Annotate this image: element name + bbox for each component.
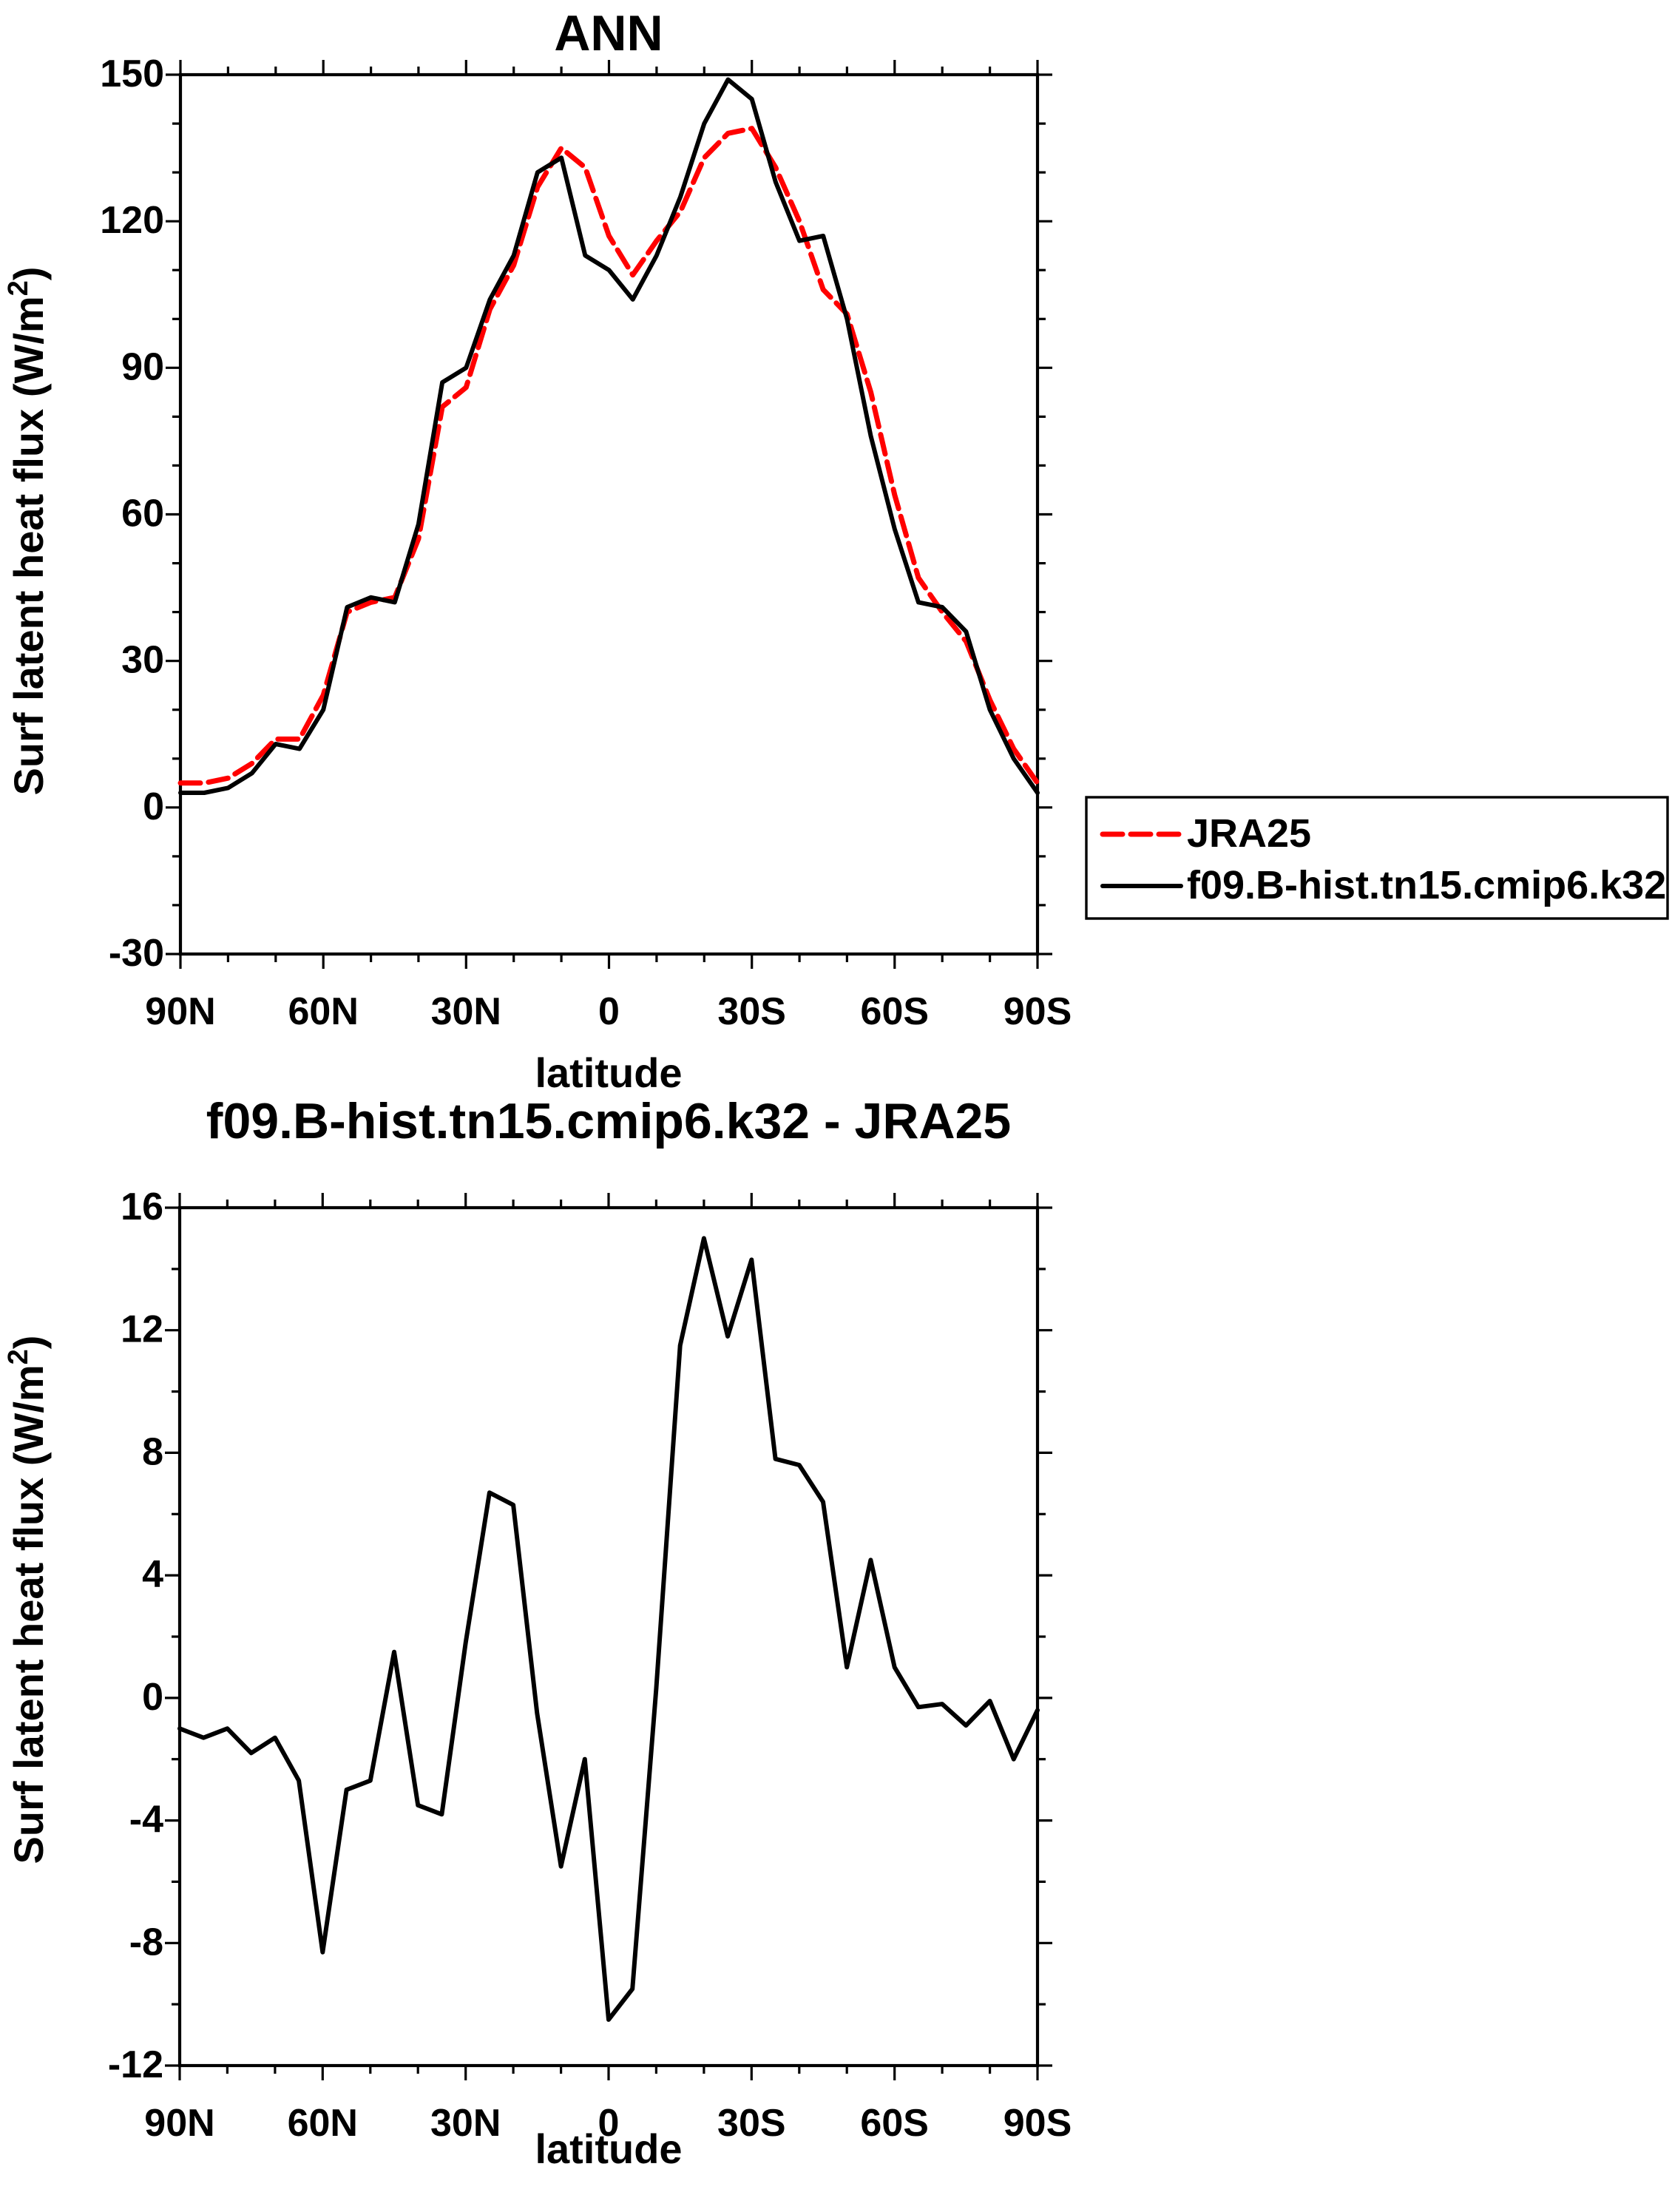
svg-text:0: 0 [598,990,620,1033]
svg-text:60: 60 [121,493,164,535]
svg-text:f09.B-hist.tn15.cmip6.k32 - JR: f09.B-hist.tn15.cmip6.k32 - JRA25 [206,1093,1011,1149]
svg-text:60N: 60N [288,990,358,1033]
svg-text:30N: 30N [431,990,501,1033]
svg-text:f09.B-hist.tn15.cmip6.k32: f09.B-hist.tn15.cmip6.k32 [1187,863,1666,907]
svg-text:12: 12 [121,1308,163,1351]
svg-text:0: 0 [143,785,164,828]
svg-text:-4: -4 [129,1799,163,1841]
svg-text:60N: 60N [288,2102,358,2145]
svg-text:60S: 60S [861,990,930,1033]
svg-text:90N: 90N [145,990,215,1033]
svg-text:0: 0 [142,1676,163,1719]
svg-text:8: 8 [142,1430,163,1473]
svg-text:ANN: ANN [554,5,663,61]
svg-text:90S: 90S [1003,990,1072,1033]
svg-text:30S: 30S [717,2102,786,2145]
svg-text:-12: -12 [108,2043,163,2086]
svg-text:latitude: latitude [535,2125,682,2172]
svg-text:4: 4 [142,1553,163,1596]
svg-text:60S: 60S [860,2102,929,2145]
svg-text:-8: -8 [129,1921,163,1964]
svg-text:-30: -30 [109,932,164,975]
svg-text:120: 120 [100,199,164,242]
svg-text:90: 90 [121,345,164,388]
svg-text:JRA25: JRA25 [1187,811,1311,856]
svg-text:Surf latent heat flux (W/m2): Surf latent heat flux (W/m2) [3,1336,52,1864]
svg-text:30S: 30S [717,990,786,1033]
svg-text:90N: 90N [144,2102,214,2145]
svg-text:latitude: latitude [535,1049,682,1096]
svg-text:16: 16 [121,1186,163,1228]
svg-text:30: 30 [121,639,164,682]
svg-text:Surf latent heat flux (W/m2): Surf latent heat flux (W/m2) [3,267,52,796]
svg-text:30N: 30N [430,2102,501,2145]
svg-text:90S: 90S [1003,2102,1072,2145]
svg-text:150: 150 [100,53,164,95]
